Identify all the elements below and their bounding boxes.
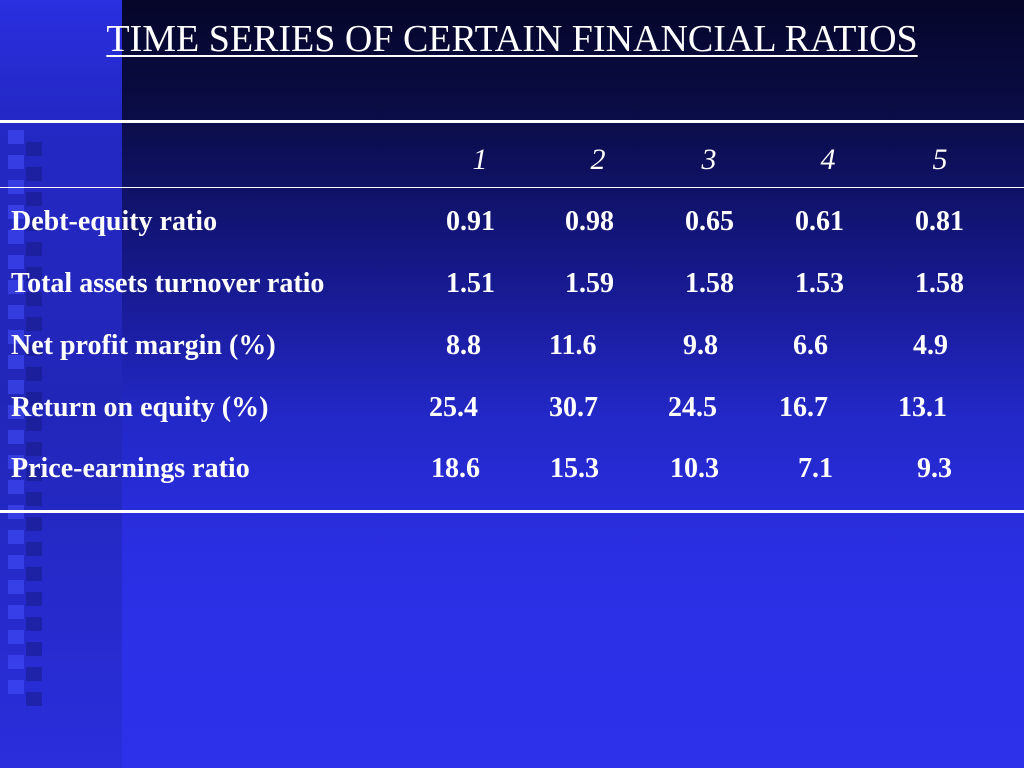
decorative-square: [8, 230, 24, 244]
table-cell: 1.58: [685, 268, 734, 299]
table-cell: 1.53: [795, 268, 844, 299]
decorative-square: [8, 255, 24, 269]
decorative-square: [8, 380, 24, 394]
table-cell: 4.9: [913, 330, 948, 361]
decorative-square: [8, 555, 24, 569]
table-cell: 0.65: [685, 206, 734, 237]
table-bottom-rule: [0, 510, 1024, 513]
decorative-square: [26, 167, 42, 181]
table-cell: 10.3: [670, 453, 719, 484]
table-top-rule: [0, 120, 1024, 123]
row-label: Net profit margin (%): [11, 330, 276, 361]
table-row-price-earnings: Price-earnings ratio 18.6 15.3 10.3 7.1 …: [0, 449, 1024, 489]
table-cell: 9.3: [917, 453, 952, 484]
decorative-square: [26, 242, 42, 256]
table-row-net-profit-margin: Net profit margin (%) 8.8 11.6 9.8 6.6 4…: [0, 326, 1024, 366]
table-row-total-assets-turnover: Total assets turnover ratio 1.51 1.59 1.…: [0, 264, 1024, 304]
decorative-square: [8, 630, 24, 644]
decorative-square: [8, 280, 24, 294]
table-cell: 1.51: [446, 268, 495, 299]
decorative-square: [8, 530, 24, 544]
decorative-square: [26, 367, 42, 381]
row-label: Return on equity (%): [11, 392, 269, 423]
decorative-square: [26, 692, 42, 706]
decorative-squares: [0, 0, 42, 768]
decorative-square: [26, 392, 42, 406]
decorative-square: [26, 192, 42, 206]
decorative-square: [26, 617, 42, 631]
decorative-square: [26, 492, 42, 506]
table-cell: 6.6: [793, 330, 828, 361]
decorative-square: [8, 430, 24, 444]
row-label: Debt-equity ratio: [11, 206, 218, 237]
decorative-square: [26, 267, 42, 281]
table-cell: 0.81: [915, 206, 964, 237]
table-cell: 16.7: [779, 392, 828, 423]
decorative-square: [26, 292, 42, 306]
table-cell: 0.91: [446, 206, 495, 237]
table-cell: 9.8: [683, 330, 718, 361]
decorative-square: [8, 605, 24, 619]
decorative-square: [8, 455, 24, 469]
table-cell: 25.4: [429, 392, 478, 423]
column-header-5: 5: [932, 143, 948, 176]
decorative-square: [8, 155, 24, 169]
decorative-square: [26, 517, 42, 531]
decorative-square: [8, 405, 24, 419]
table-cell: 8.8: [446, 330, 481, 361]
decorative-square: [26, 417, 42, 431]
decorative-square: [26, 342, 42, 356]
column-header-4: 4: [820, 143, 836, 176]
table-cell: 18.6: [431, 453, 480, 484]
decorative-square: [8, 205, 24, 219]
column-header-3: 3: [701, 143, 717, 176]
decorative-square: [26, 217, 42, 231]
decorative-square: [26, 667, 42, 681]
table-row-return-on-equity: Return on equity (%) 25.4 30.7 24.5 16.7…: [0, 388, 1024, 428]
table-cell: 15.3: [550, 453, 599, 484]
table-cell: 1.59: [565, 268, 614, 299]
decorative-square: [8, 655, 24, 669]
table-header-rule: [0, 187, 1024, 188]
table-cell: 11.6: [549, 330, 597, 361]
decorative-square: [26, 442, 42, 456]
decorative-square: [26, 542, 42, 556]
table-cell: 24.5: [668, 392, 717, 423]
decorative-square: [8, 580, 24, 594]
table-cell: 0.61: [795, 206, 844, 237]
decorative-square: [8, 680, 24, 694]
decorative-square: [26, 592, 42, 606]
decorative-square: [26, 642, 42, 656]
table-cell: 7.1: [798, 453, 833, 484]
table-cell: 0.98: [565, 206, 614, 237]
decorative-square: [26, 467, 42, 481]
decorative-square: [8, 355, 24, 369]
slide-title: TIME SERIES OF CERTAIN FINANCIAL RATIOS: [106, 18, 918, 60]
decorative-square: [26, 567, 42, 581]
table-cell: 30.7: [549, 392, 598, 423]
table-cell: 1.58: [915, 268, 964, 299]
decorative-square: [8, 480, 24, 494]
decorative-square: [8, 330, 24, 344]
table-row-debt-equity: Debt-equity ratio 0.91 0.98 0.65 0.61 0.…: [0, 202, 1024, 242]
decorative-square: [8, 305, 24, 319]
column-header-1: 1: [472, 143, 488, 176]
column-header-2: 2: [590, 143, 606, 176]
decorative-square: [26, 142, 42, 156]
decorative-square: [26, 317, 42, 331]
decorative-square: [8, 130, 24, 144]
table-cell: 13.1: [898, 392, 947, 423]
row-label: Price-earnings ratio: [11, 453, 250, 484]
row-label: Total assets turnover ratio: [11, 268, 325, 299]
